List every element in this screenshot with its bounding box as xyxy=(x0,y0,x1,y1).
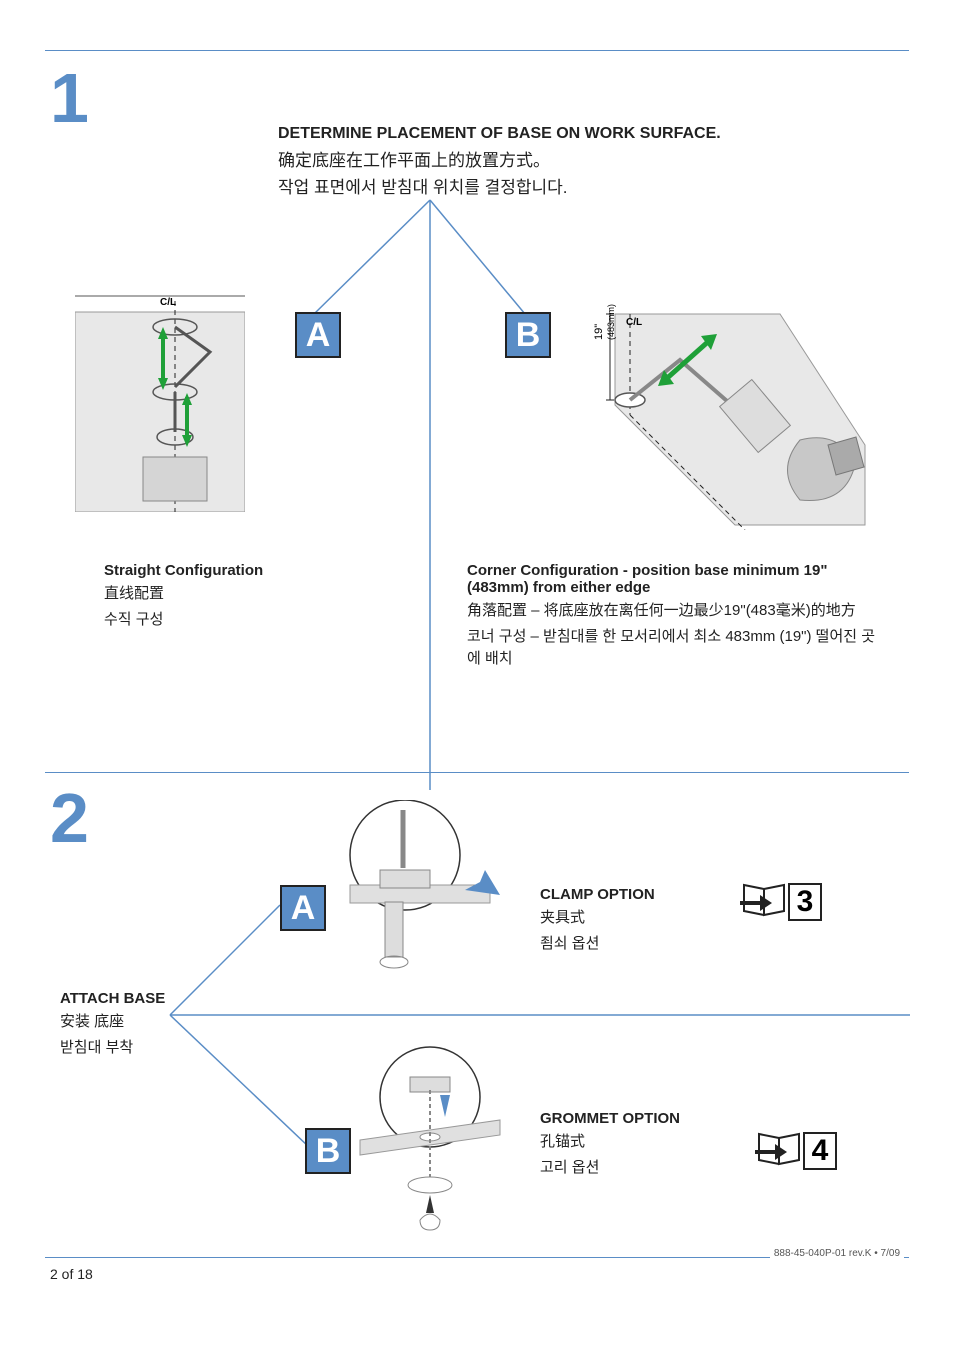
grommet-cn: 孔锚式 xyxy=(540,1131,680,1153)
attach-cn: 安装 底座 xyxy=(60,1011,165,1033)
heading-en: DETERMINE PLACEMENT OF BASE ON WORK SURF… xyxy=(278,125,721,143)
clamp-cn: 夹具式 xyxy=(540,907,655,929)
caption-straight: Straight Configuration 直线配置 수직 구성 xyxy=(104,562,424,631)
diagram-b-cl-label: C/L xyxy=(626,317,642,328)
heading-ko: 작업 표면에서 받침대 위치를 결정합니다. xyxy=(278,173,721,198)
caption-b-cn: 角落配置 – 将底座放在离任何一边最少19"(483毫米)的地方 xyxy=(467,600,887,622)
rule-top xyxy=(45,50,909,51)
grommet-en: GROMMET OPTION xyxy=(540,1110,680,1127)
grommet-ko: 고리 옵션 xyxy=(540,1157,680,1179)
footer-page: 2 of 18 xyxy=(50,1266,93,1282)
dim-mm: (483mm) xyxy=(606,304,616,340)
book-ref-4-num: 4 xyxy=(803,1132,837,1170)
illustration-clamp xyxy=(330,800,510,990)
book-ref-3: 3 xyxy=(740,877,830,927)
clamp-ko: 죔쇠 옵션 xyxy=(540,933,655,955)
step-1-number: 1 xyxy=(50,58,89,138)
diagram-a-cl-label: C/L xyxy=(160,297,176,308)
illustration-grommet xyxy=(350,1045,510,1245)
attach-ko: 받침대 부착 xyxy=(60,1037,165,1059)
diagram-b-dimension: 19" (483mm) xyxy=(593,304,617,340)
book-ref-3-num: 3 xyxy=(788,883,822,921)
diagram-straight xyxy=(75,295,245,510)
option-b2-box: B xyxy=(305,1128,351,1174)
attach-base-heading: ATTACH BASE 安装 底座 받침대 부착 xyxy=(60,990,165,1059)
step-2-number: 2 xyxy=(50,778,89,858)
dim-in: 19" xyxy=(593,324,605,340)
option-a2-box: A xyxy=(280,885,326,931)
caption-b-en: Corner Configuration - position base min… xyxy=(467,562,887,596)
footer-doc-id: 888-45-040P-01 rev.K • 7/09 xyxy=(770,1248,904,1259)
attach-en: ATTACH BASE xyxy=(60,990,165,1007)
step-1-heading: DETERMINE PLACEMENT OF BASE ON WORK SURF… xyxy=(278,125,721,198)
caption-a-ko: 수직 구성 xyxy=(104,609,424,631)
page: 1 DETERMINE PLACEMENT OF BASE ON WORK SU… xyxy=(0,0,954,1350)
caption-corner: Corner Configuration - position base min… xyxy=(467,562,887,669)
option-b-box: B xyxy=(505,312,551,358)
grommet-option-label: GROMMET OPTION 孔锚式 고리 옵션 xyxy=(540,1110,680,1179)
option-a-box: A xyxy=(295,312,341,358)
clamp-en: CLAMP OPTION xyxy=(540,886,655,903)
book-ref-4: 4 xyxy=(755,1126,845,1176)
heading-cn: 确定底座在工作平面上的放置方式。 xyxy=(278,146,721,171)
caption-a-cn: 直线配置 xyxy=(104,583,424,605)
rule-mid xyxy=(45,772,909,773)
caption-a-en: Straight Configuration xyxy=(104,562,424,579)
caption-b-ko: 코너 구성 – 받침대를 한 모서리에서 최소 483mm (19") 떨어진 … xyxy=(467,626,887,670)
clamp-option-label: CLAMP OPTION 夹具式 죔쇠 옵션 xyxy=(540,886,655,955)
